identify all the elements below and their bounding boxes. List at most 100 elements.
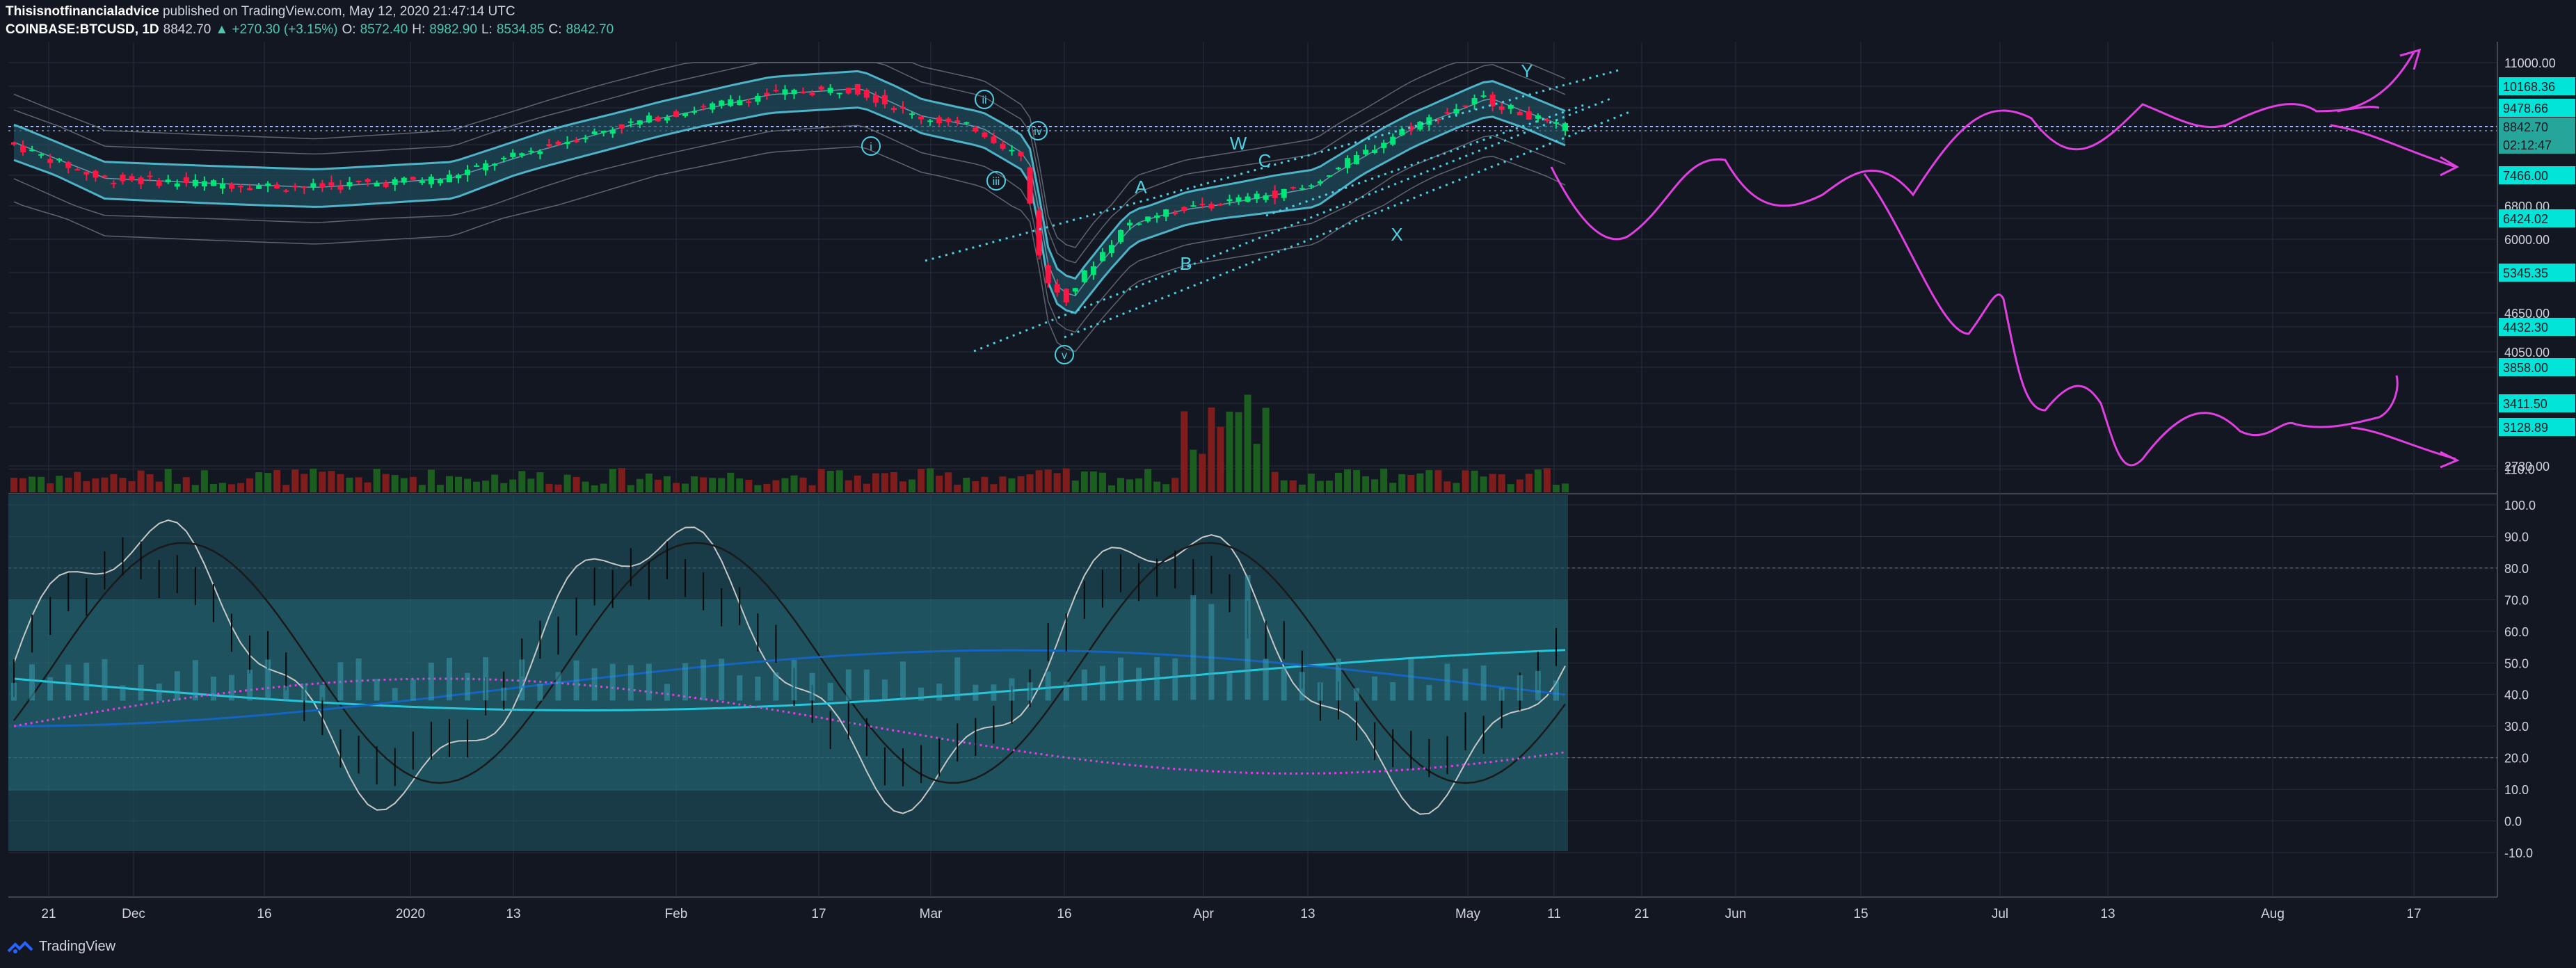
- oscillator-line: [13, 542, 1567, 784]
- osc-histogram: [1063, 681, 1069, 701]
- candle-body: [1390, 136, 1396, 145]
- candle-body: [274, 184, 280, 189]
- candle-body: [637, 120, 643, 125]
- osc-label: 60.0: [2504, 625, 2529, 639]
- price-label-bg: [2499, 166, 2575, 184]
- candle-body: [392, 179, 398, 185]
- candle-body: [872, 95, 879, 103]
- candle-body: [474, 165, 480, 167]
- candle-body: [818, 86, 824, 90]
- ohlc-line: COINBASE:BTCUSD, 1D 8842.70 ▲ +270.30 (+3.…: [6, 21, 618, 39]
- osc-histogram: [1099, 666, 1105, 701]
- volume-bar: [835, 470, 843, 492]
- candle-body: [138, 177, 144, 184]
- osc-histogram: [156, 683, 162, 701]
- candle-body: [483, 163, 489, 170]
- candle-body: [1154, 215, 1160, 218]
- candle-body: [737, 100, 743, 106]
- volume-bar: [909, 479, 916, 492]
- candle-body: [890, 108, 897, 111]
- candle-body: [93, 170, 99, 178]
- price-label: 2730.00: [2504, 460, 2550, 474]
- volume-bar: [1407, 474, 1415, 492]
- volume-bar: [1071, 481, 1079, 492]
- author-name[interactable]: Thisisnotfinancialadvice: [6, 4, 159, 19]
- volume-bar: [754, 485, 762, 492]
- volume-bar: [436, 485, 444, 492]
- volume-bar: [473, 481, 481, 492]
- volume-bar: [255, 472, 263, 492]
- volume-bar: [1026, 474, 1034, 492]
- volume-bar: [854, 475, 861, 492]
- osc-histogram: [1444, 663, 1450, 701]
- volume-bar: [1489, 474, 1496, 492]
- candle-body: [219, 183, 225, 189]
- osc-histogram: [1045, 671, 1051, 701]
- candle-body: [1507, 104, 1514, 109]
- candle-body: [1226, 199, 1233, 202]
- osc-histogram: [29, 664, 35, 701]
- osc-label: 0.0: [2504, 815, 2522, 829]
- volume-bar: [591, 485, 598, 492]
- price-label-bg: [2499, 118, 2575, 136]
- candle-body: [1553, 122, 1559, 124]
- time-label: 21: [41, 907, 56, 921]
- osc-histogram: [1117, 657, 1123, 701]
- osc-histogram: [410, 679, 416, 701]
- band-line: [13, 146, 1566, 353]
- volume-bar: [1380, 468, 1388, 492]
- candle-body: [247, 188, 253, 191]
- volume-bar: [237, 483, 245, 492]
- volume-bar: [1190, 449, 1197, 492]
- candle-body: [564, 142, 570, 145]
- osc-histogram: [174, 671, 180, 701]
- volume-bar: [972, 481, 979, 492]
- volume-bar: [1298, 484, 1306, 492]
- symbol-label[interactable]: COINBASE:BTCUSD, 1D: [6, 22, 159, 37]
- candle-body: [1072, 288, 1078, 292]
- candle-body: [47, 159, 54, 163]
- time-label: Aug: [2261, 907, 2285, 921]
- candle-body: [355, 180, 362, 182]
- candle-body: [283, 190, 289, 192]
- osc-histogram: [247, 670, 253, 701]
- volume-bar: [1344, 469, 1352, 492]
- volume-bar: [627, 485, 634, 492]
- wave-circle: [861, 136, 881, 156]
- low-label: L:: [481, 22, 493, 37]
- volume-bar: [1144, 469, 1152, 492]
- volume-bar: [1208, 408, 1215, 492]
- osc-histogram: [573, 660, 579, 701]
- volume-bar: [119, 478, 127, 492]
- candle-body: [1544, 119, 1550, 121]
- volume-bar: [47, 483, 54, 492]
- candle-body: [1181, 207, 1187, 211]
- candle-body: [1190, 205, 1197, 207]
- volume-bar: [1008, 478, 1016, 492]
- candle-body: [1498, 106, 1505, 110]
- volume-bar: [1107, 485, 1115, 492]
- candle-body: [591, 131, 598, 135]
- tradingview-footer[interactable]: TradingView: [7, 939, 115, 955]
- candle-body: [1045, 265, 1051, 284]
- candle-body: [710, 103, 716, 110]
- osc-histogram: [627, 665, 634, 701]
- price-label: 3128.89: [2503, 421, 2548, 435]
- volume-bar: [872, 473, 879, 492]
- candle-body: [310, 183, 317, 188]
- volume-bar: [400, 478, 408, 492]
- price-label: 7466.00: [2503, 169, 2548, 183]
- candle-body: [346, 182, 353, 186]
- osc-histogram: [1281, 667, 1287, 701]
- wave-label: iii: [993, 176, 1000, 188]
- candle-body: [973, 127, 979, 132]
- osc-histogram: [102, 659, 108, 701]
- candle-body: [782, 89, 788, 95]
- volume-bar: [1525, 474, 1533, 492]
- candle-body: [301, 186, 307, 188]
- volume-bar: [1562, 483, 1569, 492]
- volume-bar: [1389, 483, 1397, 492]
- candle-body: [927, 120, 934, 122]
- candle-body: [256, 185, 262, 189]
